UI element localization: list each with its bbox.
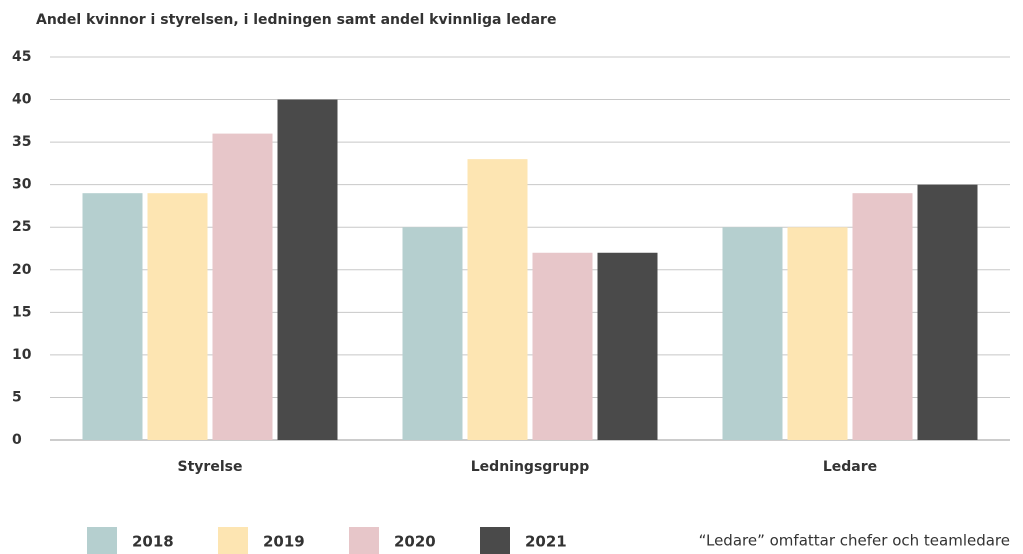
chart-title: Andel kvinnor i styrelsen, i ledningen s… bbox=[36, 12, 556, 28]
legend-swatch bbox=[218, 527, 248, 554]
y-tick-label: 20 bbox=[12, 262, 32, 278]
y-tick-label: 35 bbox=[12, 134, 31, 150]
x-tick-label: Styrelse bbox=[178, 459, 243, 475]
bar bbox=[597, 252, 658, 440]
bar bbox=[212, 133, 273, 440]
legend-label: 2021 bbox=[525, 533, 567, 551]
x-tick-label: Ledare bbox=[823, 459, 877, 475]
legend-swatch bbox=[87, 527, 117, 554]
bar bbox=[917, 184, 978, 440]
bar bbox=[402, 227, 463, 440]
y-tick-label: 0 bbox=[12, 432, 22, 448]
bar bbox=[722, 227, 783, 440]
bar bbox=[467, 159, 528, 440]
bar bbox=[147, 193, 208, 440]
x-tick-label: Ledningsgrupp bbox=[471, 459, 589, 475]
bar bbox=[532, 252, 593, 440]
legend-label: 2020 bbox=[394, 533, 436, 551]
bar bbox=[82, 193, 143, 440]
y-tick-label: 5 bbox=[12, 389, 22, 405]
bar bbox=[787, 227, 848, 440]
legend-label: 2019 bbox=[263, 533, 305, 551]
y-tick-label: 40 bbox=[12, 92, 32, 108]
y-tick-label: 25 bbox=[12, 219, 31, 235]
note: “Ledare” omfattar chefer och teamledare bbox=[699, 532, 1010, 550]
y-tick-label: 15 bbox=[12, 304, 31, 320]
legend-swatch bbox=[349, 527, 379, 554]
legend-swatch bbox=[480, 527, 510, 554]
y-tick-label: 10 bbox=[12, 347, 32, 363]
bar bbox=[277, 99, 338, 441]
legend-label: 2018 bbox=[132, 533, 174, 551]
y-tick-label: 30 bbox=[12, 177, 32, 193]
y-tick-label: 45 bbox=[12, 49, 31, 65]
bar bbox=[852, 193, 913, 440]
